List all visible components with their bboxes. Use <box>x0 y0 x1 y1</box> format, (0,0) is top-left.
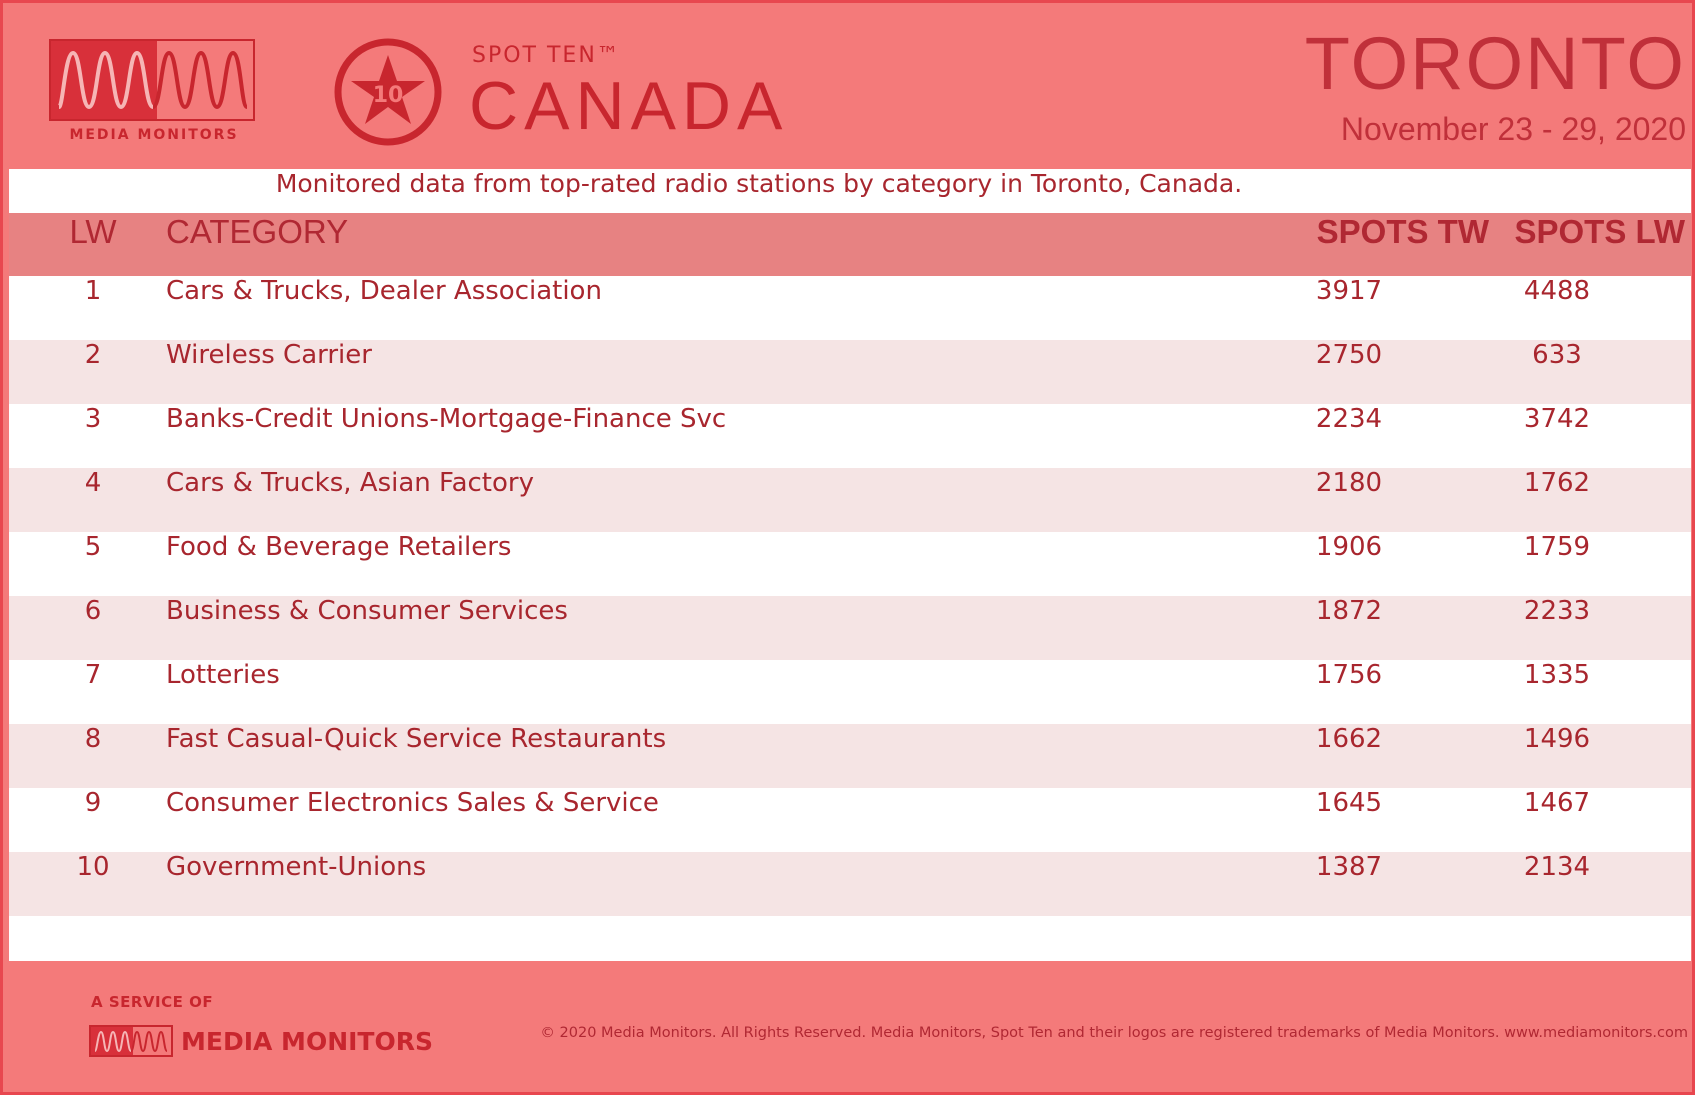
cell-spots-lw: 633 <box>1532 340 1582 370</box>
table-row: 5 Food & Beverage Retailers 1906 1759 <box>9 532 1691 596</box>
footer-logo-box <box>89 1025 173 1057</box>
cell-spots-lw: 1762 <box>1523 468 1591 498</box>
cell-lw: 3 <box>84 404 102 434</box>
cell-spots-tw: 2750 <box>1315 340 1383 370</box>
cell-category: Cars & Trucks, Dealer Association <box>166 276 602 306</box>
cell-spots-tw: 1645 <box>1315 788 1383 818</box>
cell-spots-lw: 2134 <box>1523 852 1591 882</box>
cell-spots-lw: 1467 <box>1523 788 1591 818</box>
column-header-lw: LW <box>69 213 117 250</box>
column-header-spots-lw: SPOTS LW <box>1514 213 1685 250</box>
cell-spots-tw: 1387 <box>1315 852 1383 882</box>
product-name: SPOT TEN™ <box>472 43 621 68</box>
table-body: 1 Cars & Trucks, Dealer Association 3917… <box>9 276 1691 916</box>
cell-lw: 7 <box>84 660 102 690</box>
cell-spots-tw: 2180 <box>1315 468 1383 498</box>
cell-spots-lw: 1759 <box>1523 532 1591 562</box>
cell-lw: 8 <box>84 724 102 754</box>
table-header: LW CATEGORY SPOTS TW SPOTS LW <box>9 213 1691 276</box>
table-row: 9 Consumer Electronics Sales & Service 1… <box>9 788 1691 852</box>
cell-spots-tw: 1662 <box>1315 724 1383 754</box>
cell-spots-lw: 4488 <box>1523 276 1591 306</box>
footer-brand-name: MEDIA MONITORS <box>181 1027 433 1056</box>
cell-lw: 2 <box>84 340 102 370</box>
cell-spots-lw: 2233 <box>1523 596 1591 626</box>
cell-category: Cars & Trucks, Asian Factory <box>166 468 534 498</box>
cell-lw: 1 <box>84 276 102 306</box>
cell-category: Lotteries <box>166 660 280 690</box>
cell-spots-tw: 1756 <box>1315 660 1383 690</box>
table-row: 8 Fast Casual-Quick Service Restaurants … <box>9 724 1691 788</box>
table-row: 2 Wireless Carrier 2750 633 <box>9 340 1691 404</box>
table-row: 1 Cars & Trucks, Dealer Association 3917… <box>9 276 1691 340</box>
cell-lw: 6 <box>84 596 102 626</box>
table-row: 3 Banks-Credit Unions-Mortgage-Finance S… <box>9 404 1691 468</box>
cell-category: Banks-Credit Unions-Mortgage-Finance Svc <box>166 404 727 434</box>
cell-lw: 5 <box>84 532 102 562</box>
cell-lw: 4 <box>84 468 102 498</box>
date-range: November 23 - 29, 2020 <box>1340 111 1686 147</box>
column-header-category: CATEGORY <box>166 213 349 250</box>
table-row: 7 Lotteries 1756 1335 <box>9 660 1691 724</box>
column-header-spots-tw: SPOTS TW <box>1316 213 1489 250</box>
subtitle: Monitored data from top-rated radio stat… <box>275 169 1243 198</box>
cell-lw: 9 <box>84 788 102 818</box>
copyright-notice: © 2020 Media Monitors. All Rights Reserv… <box>540 1025 1688 1041</box>
service-label: A SERVICE OF <box>91 993 214 1011</box>
table-row: 6 Business & Consumer Services 1872 2233 <box>9 596 1691 660</box>
media-monitors-logo: MEDIA MONITORS <box>49 39 259 145</box>
cell-category: Business & Consumer Services <box>166 596 568 626</box>
cell-category: Consumer Electronics Sales & Service <box>166 788 659 818</box>
cell-spots-tw: 1872 <box>1315 596 1383 626</box>
header: MEDIA MONITORS 10 SPOT TEN™ CANADA TORON… <box>3 3 1695 168</box>
cell-spots-lw: 1496 <box>1523 724 1591 754</box>
table-row: 4 Cars & Trucks, Asian Factory 2180 1762 <box>9 468 1691 532</box>
badge-number: 10 <box>373 83 404 108</box>
cell-category: Wireless Carrier <box>166 340 372 370</box>
footer-waveform-icon <box>94 1030 168 1053</box>
table-row: 10 Government-Unions 1387 2134 <box>9 852 1691 916</box>
waveform-icon <box>57 50 249 110</box>
country-title: CANADA <box>469 68 789 144</box>
cell-lw: 10 <box>76 852 110 882</box>
cell-category: Fast Casual-Quick Service Restaurants <box>166 724 667 754</box>
cell-spots-lw: 1335 <box>1523 660 1591 690</box>
spot-ten-badge-icon: 10 <box>334 38 442 146</box>
cell-spots-tw: 2234 <box>1315 404 1383 434</box>
cell-spots-lw: 3742 <box>1523 404 1591 434</box>
cell-category: Food & Beverage Retailers <box>166 532 512 562</box>
cell-category: Government-Unions <box>166 852 427 882</box>
cell-spots-tw: 1906 <box>1315 532 1383 562</box>
brand-name: MEDIA MONITORS <box>69 127 239 143</box>
city-title: TORONTO <box>1304 22 1686 105</box>
ranking-panel: Monitored data from top-rated radio stat… <box>9 169 1691 961</box>
cell-spots-tw: 3917 <box>1315 276 1383 306</box>
